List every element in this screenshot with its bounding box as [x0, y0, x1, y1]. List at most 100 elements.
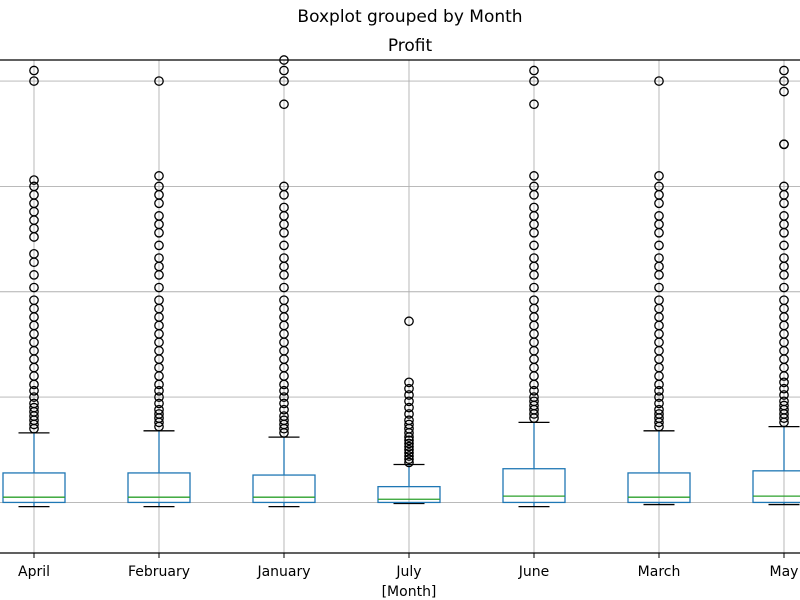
outlier-point	[279, 202, 289, 213]
outlier-point	[654, 295, 664, 306]
x-tick-label: January	[256, 564, 310, 580]
outlier-point	[279, 295, 289, 306]
outlier-point	[529, 99, 539, 110]
outlier-point	[279, 411, 289, 421]
outlier-point	[779, 211, 789, 221]
outlier-point	[29, 270, 39, 280]
outlier-point	[654, 385, 664, 396]
outlier-point	[654, 404, 664, 415]
outlier-point	[654, 240, 664, 251]
outlier-point	[404, 441, 414, 452]
iqr-box	[502, 468, 566, 504]
grid-lines	[0, 60, 800, 553]
outlier-point	[29, 248, 39, 259]
x-tick-label: March	[638, 564, 681, 580]
outlier-point	[654, 398, 664, 409]
outlier-point	[279, 76, 289, 86]
outlier-point	[654, 76, 664, 86]
outlier-point	[779, 396, 789, 407]
outlier-point	[154, 282, 164, 293]
outlier-point	[779, 377, 789, 388]
outlier-point	[154, 253, 164, 263]
outlier-point	[279, 65, 289, 76]
outlier-point	[779, 253, 789, 263]
outlier-point	[779, 282, 789, 293]
box-march	[627, 76, 691, 506]
plot-area	[2, 55, 800, 508]
outlier-point	[404, 415, 414, 426]
outlier-point	[154, 240, 164, 251]
outlier-point	[779, 139, 789, 150]
outlier-point	[279, 415, 289, 426]
x-tick-label: July	[395, 564, 421, 580]
x-axis-ticks: April February January July June March May	[18, 553, 798, 580]
outlier-point	[404, 402, 414, 413]
iqr-box	[377, 485, 441, 504]
outlier-point	[654, 253, 664, 263]
outlier-point	[404, 396, 414, 407]
iqr-box	[627, 472, 691, 504]
outlier-point	[29, 402, 39, 413]
outlier-point	[529, 282, 539, 293]
chart-title: Boxplot grouped by Month	[297, 7, 522, 27]
outlier-point	[279, 99, 289, 110]
outlier-point	[29, 282, 39, 293]
outlier-point	[654, 171, 664, 181]
box-january	[252, 55, 316, 508]
outlier-point	[154, 181, 164, 192]
outlier-point	[654, 211, 664, 221]
outlier-point	[154, 404, 164, 415]
iqr-box	[2, 472, 66, 504]
x-tick-label: June	[518, 564, 550, 580]
outlier-point	[279, 404, 289, 415]
outlier-point	[279, 240, 289, 251]
outlier-point	[404, 383, 414, 394]
outlier-point	[279, 282, 289, 293]
outlier-point	[404, 316, 414, 327]
box-july	[377, 316, 441, 505]
outlier-point	[29, 65, 39, 76]
outlier-point	[529, 181, 539, 192]
outlier-point	[29, 295, 39, 306]
outlier-point	[779, 86, 789, 97]
outlier-point	[779, 295, 789, 306]
box-april	[2, 65, 66, 508]
outlier-point	[779, 390, 789, 400]
outlier-point	[404, 377, 414, 388]
iqr-box	[252, 474, 316, 504]
iqr-box	[752, 470, 800, 504]
outlier-point	[529, 392, 539, 402]
x-tick-label: May	[770, 564, 799, 580]
outlier-point	[404, 454, 414, 465]
iqr-box	[127, 472, 191, 504]
outlier-point	[279, 181, 289, 192]
outlier-point	[404, 438, 414, 449]
outlier-point	[279, 253, 289, 263]
outlier-point	[279, 392, 289, 402]
outlier-point	[654, 409, 664, 419]
outlier-point	[154, 385, 164, 396]
chart-subtitle: Profit	[388, 36, 433, 56]
outlier-point	[29, 76, 39, 86]
outlier-point	[29, 385, 39, 396]
outlier-point	[529, 295, 539, 306]
outlier-point	[29, 181, 39, 192]
outlier-point	[404, 419, 414, 430]
outlier-point	[404, 457, 414, 468]
outlier-point	[529, 253, 539, 263]
x-tick-label: February	[128, 564, 190, 580]
outlier-point	[529, 396, 539, 407]
outlier-point	[529, 385, 539, 396]
outlier-point	[779, 400, 789, 411]
axes-frame	[0, 59, 800, 554]
box-may	[752, 65, 800, 506]
outlier-point	[29, 175, 39, 185]
outlier-point	[529, 240, 539, 251]
outlier-point	[529, 202, 539, 213]
x-tick-label: April	[18, 564, 50, 580]
outlier-point	[779, 65, 789, 76]
outlier-point	[654, 282, 664, 293]
outlier-point	[529, 171, 539, 181]
outlier-point	[779, 383, 789, 394]
